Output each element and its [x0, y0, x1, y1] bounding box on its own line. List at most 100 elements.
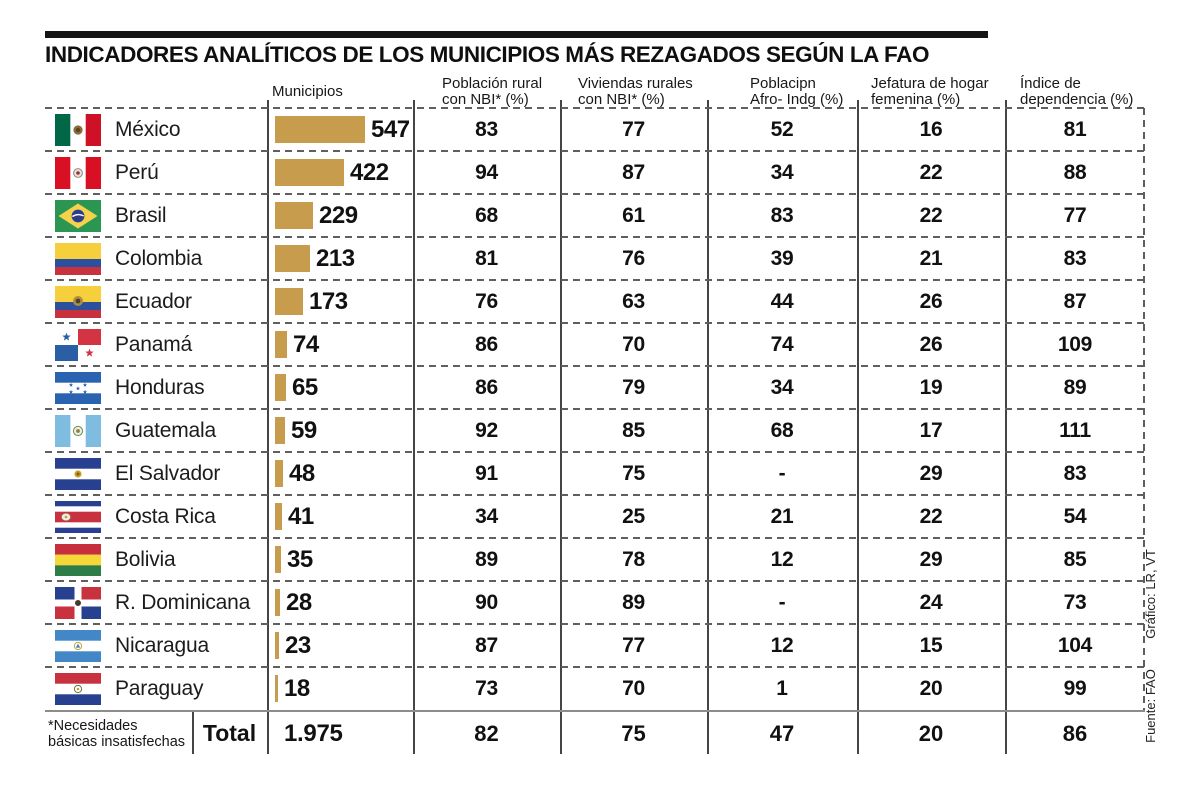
table-row-cr: Costa Rica 41 34 25 21 22 54 [45, 494, 1145, 538]
jefatura-value: 22 [919, 203, 943, 227]
municipios-bar [275, 632, 279, 659]
afro_indg-value: 39 [770, 246, 794, 270]
viviendas_nbi-value: 77 [622, 117, 645, 141]
jefatura-value: 26 [919, 332, 943, 356]
table-row-hn: Honduras 65 86 79 34 19 89 [45, 365, 1145, 409]
column-header-pob_rural_nbi: Población rural con NBI* (%) [442, 76, 542, 108]
municipios-bar-cell: 41 [267, 503, 413, 531]
pob_rural_nbi-value: 91 [475, 461, 498, 485]
country-cell: Honduras [45, 371, 267, 404]
municipios-bar-cell: 65 [267, 374, 413, 402]
country-cell: Paraguay [45, 672, 267, 705]
municipios-value: 59 [291, 416, 317, 444]
municipios-bar-cell: 547 [267, 116, 413, 144]
municipios-bar-cell: 18 [267, 675, 413, 703]
country-name: Guatemala [115, 418, 216, 442]
column-header-line: Población rural [442, 75, 543, 92]
viviendas_nbi-value: 78 [622, 547, 645, 571]
table-row-sv: El Salvador 48 91 75 - 29 83 [45, 451, 1145, 495]
column-separator [413, 100, 415, 754]
dependencia-value: 111 [1059, 418, 1091, 442]
pob_rural_nbi-value: 76 [475, 289, 498, 313]
municipios-bar [275, 159, 344, 186]
jefatura-value: 22 [919, 504, 943, 528]
municipios-value: 173 [309, 287, 348, 315]
table-row-co: Colombia 213 81 76 39 21 83 [45, 236, 1145, 280]
municipios-bar-cell: 422 [267, 159, 413, 187]
pob_rural_nbi-value: 90 [475, 590, 498, 614]
pob_rural_nbi-value: 89 [475, 547, 498, 571]
afro_indg-value: 34 [770, 375, 794, 399]
municipios-bar [275, 374, 286, 401]
afro_indg-value: 74 [770, 332, 794, 356]
municipios-bar [275, 202, 313, 229]
pob_rural_nbi-value: 81 [475, 246, 498, 270]
municipios-value: 229 [319, 201, 358, 229]
municipios-bar-cell: 35 [267, 546, 413, 574]
pob_rural_nbi-value: 73 [475, 676, 498, 700]
pob_rural_nbi-value: 34 [475, 504, 498, 528]
afro_indg-value: 44 [770, 289, 794, 313]
pob_rural_nbi-value: 92 [475, 418, 498, 442]
pob_rural_nbi-value: 94 [475, 160, 498, 184]
country-name: Paraguay [115, 676, 204, 700]
municipios-bar [275, 331, 287, 358]
jefatura-value: 29 [919, 547, 943, 571]
total-dependencia-value: 86 [1062, 720, 1088, 746]
footnote-line: *Necesidades [48, 717, 138, 734]
flag-br-icon [55, 199, 101, 232]
municipios-bar-cell: 48 [267, 460, 413, 488]
jefatura-value: 20 [919, 676, 943, 700]
municipios-bar [275, 546, 281, 573]
country-name: R. Dominicana [115, 590, 251, 614]
column-header-dependencia: Índice de dependencia (%) [1020, 76, 1133, 108]
country-cell: Perú [45, 156, 267, 189]
flag-pe-icon [55, 156, 101, 189]
afro_indg-value: 52 [770, 117, 794, 141]
afro_indg-value: 12 [770, 633, 794, 657]
flag-pa-icon [55, 328, 101, 361]
country-cell: Ecuador [45, 285, 267, 318]
column-header-jefatura: Jefatura de hogar femenina (%) [871, 76, 989, 108]
viviendas_nbi-value: 76 [622, 246, 645, 270]
municipios-value: 74 [293, 330, 319, 358]
municipios-bar [275, 503, 282, 530]
municipios-bar [275, 288, 303, 315]
flag-do-icon [55, 586, 101, 619]
country-cell: México [45, 113, 267, 146]
municipios-value: 41 [288, 502, 314, 530]
column-separator [267, 100, 269, 754]
municipios-bar [275, 460, 283, 487]
country-cell: El Salvador [45, 457, 267, 490]
flag-bo-icon [55, 543, 101, 576]
afro_indg-value: 83 [770, 203, 794, 227]
country-name: El Salvador [115, 461, 221, 485]
dependencia-value: 77 [1063, 203, 1087, 227]
jefatura-value: 29 [919, 461, 943, 485]
viviendas_nbi-value: 70 [622, 332, 645, 356]
afro_indg-value: - [778, 461, 786, 485]
afro_indg-value: 1 [776, 676, 788, 700]
jefatura-value: 24 [919, 590, 943, 614]
country-cell: Colombia [45, 242, 267, 275]
dependencia-value: 81 [1063, 117, 1087, 141]
dependencia-value: 89 [1063, 375, 1087, 399]
municipios-bar [275, 417, 285, 444]
pob_rural_nbi-value: 68 [475, 203, 498, 227]
column-separator [707, 100, 709, 754]
column-header-line: Índice de [1020, 75, 1081, 92]
viviendas_nbi-value: 79 [622, 375, 645, 399]
column-separator [857, 100, 859, 754]
afro_indg-value: 21 [770, 504, 794, 528]
pob_rural_nbi-value: 86 [475, 375, 498, 399]
afro_indg-value: - [778, 590, 786, 614]
viviendas_nbi-value: 89 [622, 590, 645, 614]
total-jefatura-value: 20 [918, 720, 944, 746]
municipios-value: 547 [371, 115, 410, 143]
municipios-bar-cell: 173 [267, 288, 413, 316]
jefatura-value: 15 [919, 633, 943, 657]
dependencia-value: 109 [1057, 332, 1093, 356]
country-name: Brasil [115, 203, 167, 227]
column-header-line: con NBI* (%) [442, 91, 529, 108]
country-name: Bolivia [115, 547, 176, 571]
